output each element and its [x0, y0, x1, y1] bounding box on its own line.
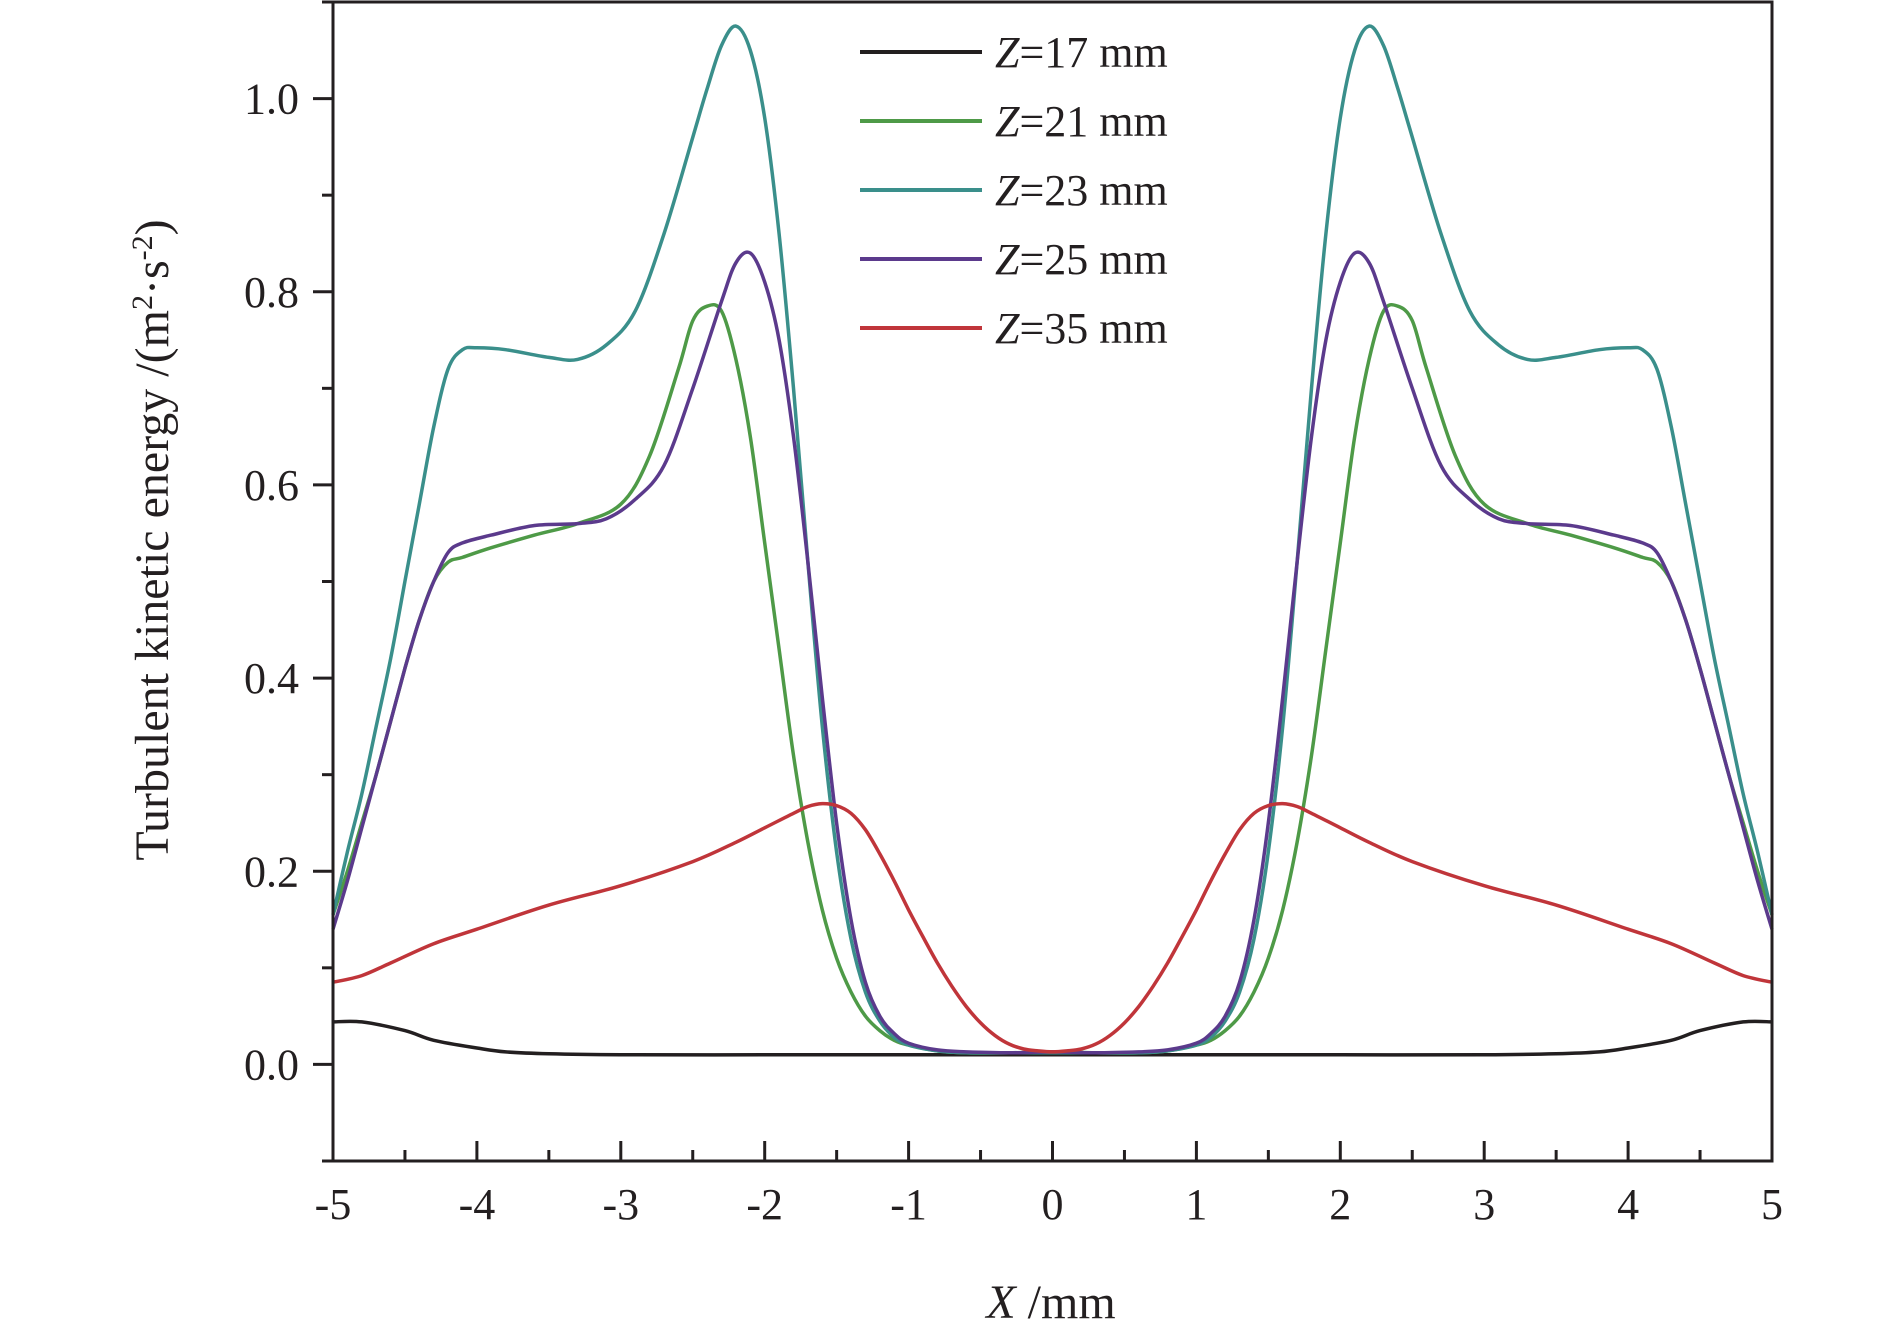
- x-tick-label: 2: [1329, 1180, 1351, 1229]
- x-tick-label: 0: [1042, 1180, 1064, 1229]
- y-axis-label-sup2: -2: [126, 235, 159, 260]
- legend-label-4: Z=35 mm: [995, 304, 1168, 353]
- legend: Z=17 mm Z=21 mm Z=23 mm Z=25 mm Z=35 mm: [860, 28, 1168, 353]
- x-tick-label: 4: [1617, 1180, 1639, 1229]
- series-layer: [331, 24, 1774, 1057]
- x-axis-label-var: X: [984, 1276, 1017, 1329]
- y-tick-label: 0.6: [244, 461, 299, 510]
- x-tick-label: -3: [602, 1180, 639, 1229]
- x-tick-label: 5: [1761, 1180, 1783, 1229]
- y-axis-label-sup1: 2: [126, 295, 159, 310]
- x-tick-label: -1: [890, 1180, 927, 1229]
- y-axis-label-end: ): [126, 219, 179, 235]
- legend-label-0: Z=17 mm: [995, 28, 1168, 77]
- y-tick-label: 0.0: [244, 1040, 299, 1089]
- x-axis-label-unit: /mm: [1016, 1276, 1116, 1329]
- y-axis-label: Turbulent kinetic energy /(m2·s-2): [126, 219, 180, 860]
- y-tick-label: 0.2: [244, 847, 299, 896]
- x-tick-label: 1: [1185, 1180, 1207, 1229]
- legend-label-1: Z=21 mm: [995, 97, 1168, 146]
- x-tick-label: -2: [746, 1180, 783, 1229]
- y-axis-label-mid: ·s: [126, 260, 179, 295]
- series-line-4: [332, 801, 1773, 1054]
- legend-label-3: Z=25 mm: [995, 235, 1168, 284]
- x-axis-label: X /mm: [984, 1276, 1115, 1329]
- legend-label-2: Z=23 mm: [995, 166, 1168, 215]
- y-axis-ticks: 0.0 0.2 0.4 0.6 0.8 1.0: [244, 0, 333, 1163]
- x-tick-label: -4: [459, 1180, 496, 1229]
- plot-frame: [331, 0, 1774, 1163]
- x-axis-ticks: -5 -4 -3 -2 -1 0 1 2 3 4 5: [315, 1141, 1783, 1229]
- x-tick-label: 3: [1473, 1180, 1495, 1229]
- series-line-3: [331, 250, 1774, 1055]
- y-axis-label-main: Turbulent kinetic energy /(m: [126, 310, 179, 861]
- y-tick-label: 1.0: [244, 75, 299, 124]
- series-line-1: [331, 302, 1774, 1055]
- y-tick-label: 0.8: [244, 268, 299, 317]
- series-line-0: [332, 1019, 1773, 1057]
- x-tick-label: -5: [315, 1180, 352, 1229]
- y-tick-label: 0.4: [244, 654, 299, 703]
